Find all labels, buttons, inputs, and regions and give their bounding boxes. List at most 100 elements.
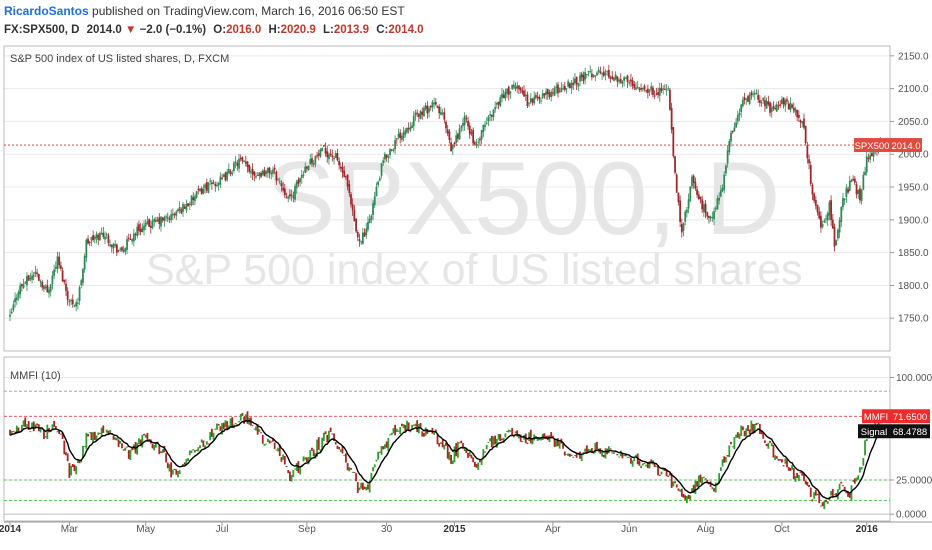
mmfi-bar-183: [319, 449, 322, 452]
last-price: 2014.0: [86, 24, 122, 36]
date-tick-label: 2014: [0, 524, 22, 535]
mmfi-bar-169: [295, 463, 298, 472]
price-candle-417: [716, 198, 719, 210]
mmfi-bar-259: [448, 452, 451, 461]
price-candle-291: [502, 94, 505, 99]
last-price-tag: [890, 138, 922, 153]
chart-area[interactable]: SPX500, D S&P 500 index of US listed sha…: [0, 44, 932, 550]
mmfi-bar-124: [219, 426, 222, 432]
mmfi-bar-322: [555, 440, 558, 447]
price-candle-305: [526, 94, 529, 106]
mmfi-bar-2: [12, 430, 15, 432]
price-candle-112: [199, 188, 201, 191]
price-candle-266: [460, 126, 463, 128]
price-candle-375: [645, 90, 648, 92]
mmfi-bar-79: [143, 433, 145, 436]
price-candle-473: [811, 184, 814, 195]
price-candle-442: [758, 100, 761, 103]
mmfi-bar-167: [292, 469, 295, 477]
mmfi-bar-97: [173, 468, 176, 470]
price-candle-277: [479, 139, 481, 141]
price-candle-79: [143, 225, 145, 231]
mmfi-bar-53: [99, 432, 101, 434]
mmfi-bar-38: [73, 464, 76, 472]
price-candle-127: [224, 172, 227, 181]
mmfi-bar-67: [122, 449, 125, 451]
price-candle-122: [216, 184, 218, 186]
price-candle-191: [333, 157, 335, 160]
mmfi-bar-410: [704, 478, 707, 480]
price-candle-418: [718, 197, 721, 201]
mmfi-bar-188: [328, 430, 330, 443]
price-candle-184: [321, 147, 324, 152]
price-candle-151: [265, 171, 268, 175]
price-candle-102: [182, 204, 184, 212]
mmfi-bar-150: [263, 444, 266, 446]
price-candle-244: [423, 107, 425, 117]
price-candle-288: [497, 101, 500, 105]
mmfi-bar-236: [409, 431, 412, 433]
mmfi-bar-358: [616, 453, 619, 456]
price-candle-106: [188, 204, 191, 206]
mmfi-bar-383: [658, 474, 661, 477]
price-candle-469: [804, 125, 807, 144]
mmfi-bar-389: [669, 473, 671, 476]
price-candle-47: [88, 241, 91, 243]
price-candle-376: [646, 88, 649, 93]
mmfi-bar-312: [538, 438, 541, 441]
mmfi-bar-396: [680, 488, 683, 497]
price-candle-157: [275, 171, 278, 181]
price-candle-142: [250, 171, 252, 173]
price-tick-label: 1750.0: [898, 314, 929, 325]
price-candle-351: [604, 73, 607, 75]
mmfi-bar-401: [689, 495, 692, 500]
mmfi-bar-201: [350, 467, 352, 470]
price-candle-189: [329, 153, 332, 156]
price-candle-390: [670, 107, 673, 130]
mmfi-bar-430: [738, 433, 741, 439]
price-tick-label: 2000.0: [898, 150, 929, 161]
signal-name-tag: [858, 424, 890, 439]
price-candle-399: [686, 209, 688, 213]
mmfi-bar-154: [270, 441, 273, 443]
mmfi-bar-4: [15, 425, 18, 435]
mmfi-bar-43: [82, 445, 84, 459]
price-candle-21: [44, 286, 47, 288]
price-candle-317: [546, 88, 549, 95]
price-candle-6: [19, 285, 22, 295]
price-candle-263: [455, 135, 458, 144]
mmfi-bar-212: [368, 480, 371, 493]
price-candle-138: [243, 161, 246, 163]
mmfi-bar-198: [345, 453, 347, 463]
price-candle-237: [411, 125, 413, 128]
mmfi-bar-485: [831, 488, 834, 498]
date-tick-label: Aug: [697, 524, 715, 535]
price-candle-113: [200, 188, 203, 195]
price-candle-355: [611, 76, 614, 79]
price-candle-472: [809, 165, 812, 184]
price-candle-258: [446, 129, 449, 134]
price-candle-329: [567, 81, 570, 87]
mmfi-bar-298: [514, 431, 517, 434]
price-candle-161: [282, 187, 285, 191]
mmfi-bar-311: [536, 437, 539, 441]
price-candle-496: [850, 180, 853, 183]
price-candle-389: [669, 89, 671, 110]
mmfi-bar-415: [713, 488, 715, 492]
mmfi-bar-416: [714, 482, 717, 493]
price-candle-425: [730, 132, 732, 142]
author-link[interactable]: RicardoSantos: [4, 4, 89, 18]
price-candle-223: [387, 156, 390, 158]
price-candle-213: [370, 215, 373, 220]
mmfi-bar-477: [818, 491, 821, 504]
mmfi-bar-194: [338, 446, 341, 450]
mmfi-bar-88: [158, 445, 161, 455]
price-candle-179: [312, 163, 315, 166]
price-candle-272: [470, 132, 473, 134]
mmfi-bar-402: [691, 488, 693, 494]
price-candle-182: [317, 153, 320, 156]
price-candle-41: [78, 287, 81, 301]
mmfi-bar-382: [657, 465, 659, 476]
price-candle-124: [219, 176, 222, 185]
price-candle-301: [519, 87, 522, 91]
